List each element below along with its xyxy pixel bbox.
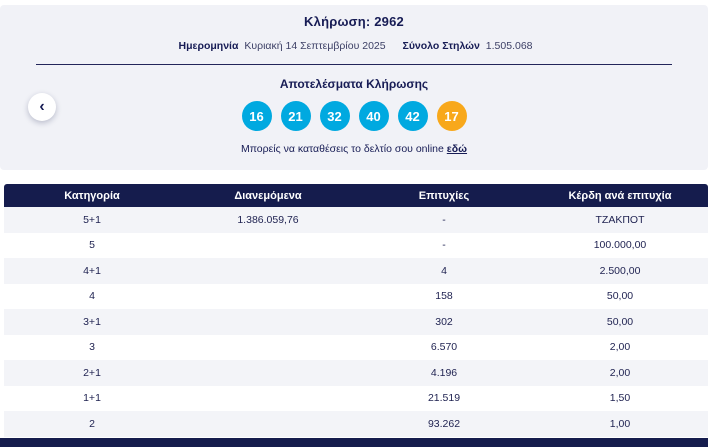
columns-value: 1.505.068 (485, 40, 533, 52)
prize-table: Κατηγορία Διανεμόμενα Επιτυχίες Κέρδη αν… (4, 184, 708, 437)
online-submit-line: Μπορείς να καταθέσεις το δελτίο σου onli… (0, 143, 708, 155)
back-button[interactable]: ‹ (28, 93, 56, 121)
cell-winners: 302 (435, 315, 453, 328)
cell-category: 4 (89, 290, 95, 303)
draw-meta-line: Ημερομηνία Κυριακή 14 Σεπτεμβρίου 2025 Σ… (0, 40, 708, 52)
cell-winners: 158 (435, 290, 453, 303)
online-submit-link[interactable]: εδώ (446, 143, 468, 155)
cell-category: 4+1 (83, 264, 101, 277)
col-winners: Επιτυχίες (418, 189, 470, 202)
cell-prize: 1,50 (609, 392, 631, 405)
table-row: 5+1 1.386.059,76 - ΤΖΑΚΠΟΤ (4, 207, 708, 233)
table-row: 3+1 302 50,00 (4, 309, 708, 335)
number-ball: 16 (241, 101, 272, 131)
cell-prize: 50,00 (606, 315, 634, 328)
col-prize: Κέρδη ανά επιτυχία (568, 189, 672, 202)
table-row: 4+1 4 2.500,00 (4, 258, 708, 284)
number-ball: 32 (319, 101, 350, 131)
cell-category: 1+1 (83, 392, 101, 405)
draw-summary-card: Κλήρωση: 2962 Ημερομηνία Κυριακή 14 Σεπτ… (0, 5, 708, 170)
table-row: 1+1 21.519 1,50 (4, 385, 708, 411)
col-category: Κατηγορία (64, 189, 120, 202)
number-ball: 21 (280, 101, 311, 131)
cell-prize: 2,00 (609, 341, 631, 354)
chevron-left-icon: ‹ (39, 98, 45, 115)
cell-prize: 100.000,00 (593, 239, 647, 252)
winning-numbers-row: 16 21 32 40 42 17 (0, 101, 708, 131)
columns-label: Σύνολο Στηλών (402, 40, 480, 52)
cell-prize: 2.500,00 (599, 264, 641, 277)
cell-winners: 6.570 (430, 341, 458, 354)
date-value: Κυριακή 14 Σεπτεμβρίου 2025 (244, 40, 386, 52)
footer-bar (0, 438, 708, 447)
cell-category: 3+1 (83, 315, 101, 328)
cell-category: 5 (89, 239, 95, 252)
cell-winners: - (442, 213, 446, 226)
date-label: Ημερομηνία (178, 40, 239, 52)
cell-winners: 93.262 (427, 417, 461, 430)
cell-winners: 4.196 (430, 366, 458, 379)
prize-table-header: Κατηγορία Διανεμόμενα Επιτυχίες Κέρδη αν… (4, 184, 708, 207)
cell-category: 2 (89, 417, 95, 430)
results-title: Αποτελέσματα Κλήρωσης (279, 77, 429, 91)
table-row: 2 93.262 1,00 (4, 411, 708, 437)
table-row: 5 - 100.000,00 (4, 232, 708, 258)
joker-ball: 17 (436, 101, 467, 131)
cell-winners: 4 (441, 264, 447, 277)
table-row: 3 6.570 2,00 (4, 334, 708, 360)
cell-prize: 50,00 (606, 290, 634, 303)
table-row: 4 158 50,00 (4, 283, 708, 309)
table-row: 2+1 4.196 2,00 (4, 360, 708, 386)
cell-prize: 1,00 (609, 417, 631, 430)
online-submit-text: Μπορείς να καταθέσεις το δελτίο σου onli… (240, 143, 444, 155)
number-ball: 42 (397, 101, 428, 131)
draw-title: Κλήρωση: 2962 (304, 14, 404, 29)
cell-category: 2+1 (83, 366, 101, 379)
cell-winners: 21.519 (427, 392, 461, 405)
cell-prize: 2,00 (609, 366, 631, 379)
cell-winners: - (442, 239, 446, 252)
col-distributed: Διανεμόμενα (234, 189, 302, 202)
divider (36, 64, 672, 65)
cell-prize: ΤΖΑΚΠΟΤ (595, 213, 645, 226)
number-ball: 40 (358, 101, 389, 131)
cell-distributed: 1.386.059,76 (237, 213, 299, 226)
cell-category: 3 (89, 341, 95, 354)
cell-category: 5+1 (83, 213, 101, 226)
